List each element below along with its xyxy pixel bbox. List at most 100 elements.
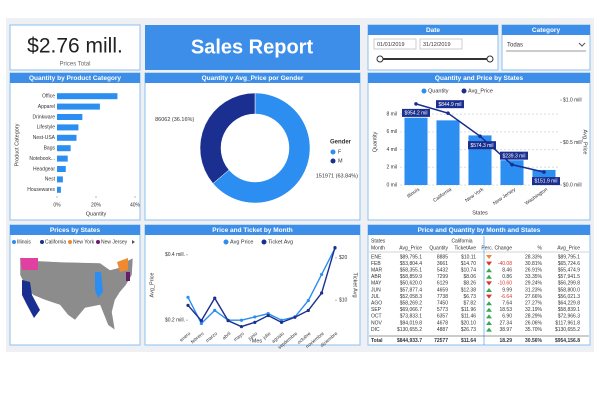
- trend-icon: [486, 314, 492, 319]
- dropdown-chevron[interactable]: [578, 42, 586, 47]
- state-shape: [95, 272, 103, 298]
- point: [446, 111, 450, 115]
- table-cell: 72577: [434, 338, 448, 344]
- panel-header: [10, 225, 140, 235]
- y2-tick-label: $1.0 mill: [563, 97, 582, 103]
- panel-header: [10, 73, 140, 83]
- panel-title: Price and Quantity by Month and States: [418, 227, 541, 234]
- point: [199, 321, 203, 326]
- panel-title: Quantity by Product Category: [29, 75, 121, 82]
- legend-arrow[interactable]: [132, 240, 135, 244]
- panel-title: Date: [426, 27, 440, 34]
- y2-axis-label: Ticket Avg: [352, 272, 358, 297]
- table-cell: DIC: [371, 327, 380, 333]
- table-cell: 26.06%: [525, 320, 543, 326]
- y-tick-label: 0 mil: [386, 182, 397, 188]
- column-header: Quantity: [429, 245, 448, 251]
- table-cell: $56,299.8: [558, 281, 580, 287]
- table-cell: 8885: [437, 254, 448, 260]
- data-label: 86062 (36.16%): [155, 117, 194, 123]
- bar: [57, 124, 79, 131]
- table-cell: 4887: [437, 327, 448, 333]
- table-cell: Total: [371, 338, 383, 344]
- slider-handle[interactable]: [486, 55, 494, 63]
- point: [414, 102, 418, 106]
- legend-marker: [330, 149, 336, 155]
- legend-marker: [223, 239, 229, 245]
- table-cell: $57,877.4: [400, 287, 422, 293]
- kpi-label: Prices Total: [60, 62, 91, 68]
- panel-title: Prices by States: [50, 227, 101, 234]
- table-cell: 4659: [437, 287, 448, 293]
- table-cell: $7.82: [463, 301, 476, 307]
- donut-slice: [199, 92, 256, 184]
- table-cell: $14.70: [461, 261, 477, 267]
- data-label: $954.2 mil: [404, 111, 427, 117]
- panel-header: [145, 73, 360, 83]
- us-outline: [19, 257, 134, 331]
- data-label: $574.3 mil: [470, 143, 493, 149]
- point: [239, 318, 244, 322]
- table-cell: MAY: [371, 281, 382, 287]
- point: [253, 315, 257, 319]
- table-cell: $57,941.5: [558, 274, 580, 280]
- table-cell: 35.70%: [525, 327, 543, 333]
- legend-label: Avg_Price: [468, 88, 493, 94]
- legend-marker: [461, 88, 467, 94]
- table-cell: $73,833.1: [400, 314, 422, 320]
- point: [199, 319, 203, 323]
- legend-title: Gender: [330, 140, 352, 146]
- panel-header: [502, 25, 590, 35]
- table-cell: $65,724.6: [558, 261, 580, 267]
- table-cell: 7738: [437, 294, 448, 300]
- state-shape: [22, 280, 40, 318]
- x-tick-label: 20%: [91, 202, 102, 208]
- table-cell: -40.08: [498, 261, 512, 267]
- legend-label: California: [45, 239, 66, 245]
- x-tick-label: julio: [261, 331, 272, 342]
- table-cell: $11.64: [461, 338, 476, 344]
- table-group-value: California: [451, 238, 472, 244]
- table-cell: $58,355.1: [400, 268, 422, 274]
- date-box[interactable]: [419, 38, 463, 50]
- y-tick-label: Office: [42, 94, 55, 100]
- legend-label: New Jersey: [101, 239, 128, 245]
- trend-icon: [486, 255, 492, 259]
- x-tick-label: mayo: [233, 331, 245, 343]
- title-banner: [145, 25, 360, 70]
- data-label: 151971 (63.84%): [316, 174, 358, 180]
- state-shape: [126, 272, 130, 281]
- point: [542, 170, 546, 174]
- table-cell: 26.91%: [525, 268, 543, 274]
- column-header: Avg_Price: [557, 245, 580, 251]
- donut-slice: [212, 92, 311, 204]
- table-cell: $53,804.4: [400, 261, 422, 267]
- panel-title: Category: [532, 27, 561, 34]
- slider-handle[interactable]: [376, 55, 384, 63]
- table-cell: $130,655.2: [555, 327, 580, 333]
- table-cell: $12.38: [461, 287, 477, 293]
- point: [306, 308, 310, 313]
- data-label-box: [532, 177, 560, 186]
- table-cell: 28.29%: [525, 314, 543, 320]
- x-tick-label: 0%: [53, 202, 61, 208]
- table-cell: 27.34: [499, 320, 512, 326]
- date-end: 31/12/2019: [423, 42, 451, 48]
- legend-label: Ticket Avg: [268, 239, 293, 245]
- y-tick-label: 2 mil: [386, 165, 397, 171]
- table-cell: $94,019.8: [400, 320, 422, 326]
- table-cell: JUL: [371, 294, 380, 300]
- point: [320, 272, 324, 277]
- table-cell: $26.73: [461, 327, 477, 333]
- legend-marker: [261, 239, 267, 245]
- legend-label: New York: [73, 239, 95, 245]
- line: [187, 247, 336, 325]
- table-cell: $117,961.8: [555, 320, 580, 326]
- column-header: Perc. Change: [481, 245, 512, 251]
- y-tick-label: Lifestyle: [37, 125, 56, 131]
- date-box[interactable]: [373, 38, 417, 50]
- point: [266, 313, 270, 318]
- category-selected: Todas: [507, 43, 523, 49]
- bar: [57, 155, 68, 162]
- x-axis-label: States: [472, 210, 488, 216]
